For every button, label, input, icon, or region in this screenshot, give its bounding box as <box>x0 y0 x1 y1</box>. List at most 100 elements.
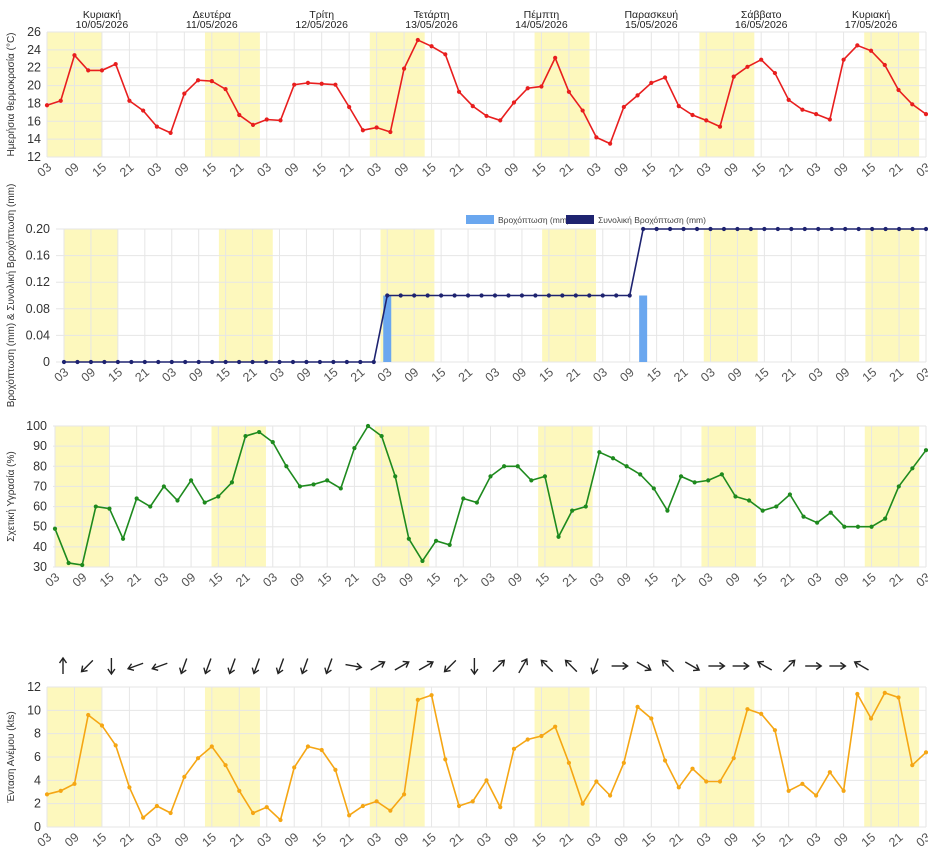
cumulative-precip-point <box>358 359 363 365</box>
x-tick-label: 15 <box>309 160 329 180</box>
wind-speed-point <box>86 712 91 718</box>
wind-speed-point <box>415 697 420 702</box>
y-tick-label: 0.12 <box>26 275 50 289</box>
y-tick-label: 0.04 <box>26 328 50 342</box>
cumulative-precip-point <box>412 293 417 298</box>
temperature-point <box>388 129 393 135</box>
x-tick-label: 21 <box>227 830 247 850</box>
cumulative-precip-point <box>196 359 201 365</box>
cumulative-precip-point <box>923 226 928 232</box>
cumulative-precip-point <box>775 226 780 232</box>
wind-speed-point <box>690 766 695 771</box>
y-tick-label: 30 <box>33 560 47 574</box>
wind-speed-point <box>223 763 228 768</box>
humidity-point <box>746 498 752 503</box>
cumulative-precip-point <box>546 293 551 298</box>
humidity-point <box>338 486 343 491</box>
wind-arrow-icon <box>518 658 529 674</box>
humidity-point <box>284 464 289 469</box>
humidity-point <box>175 498 180 503</box>
humidity-point <box>787 492 793 497</box>
humidity-point <box>406 536 411 541</box>
x-tick-label: 03 <box>144 830 164 850</box>
humidity-point <box>706 478 711 483</box>
wind-arrow-icon <box>732 661 750 671</box>
x-tick-label: 21 <box>563 365 583 385</box>
temperature-point <box>580 108 585 113</box>
wind-speed-point <box>360 803 365 809</box>
cumulative-precip-point <box>614 293 619 298</box>
temperature-point <box>99 68 105 73</box>
cumulative-precip-point <box>735 226 740 232</box>
x-tick-label: 15 <box>750 570 770 590</box>
y-tick-label: 0 <box>34 820 41 834</box>
wind-speed-point <box>113 743 118 748</box>
x-tick-label: 09 <box>392 160 412 180</box>
cumulative-precip-point <box>465 293 471 298</box>
temperature-point <box>333 82 338 87</box>
humidity-point <box>52 526 58 531</box>
temperature-point <box>44 103 50 108</box>
x-tick-label: 21 <box>778 570 798 590</box>
wind-speed-point <box>127 785 132 790</box>
wind-arrow-icon <box>370 660 386 671</box>
humidity-point <box>610 456 616 461</box>
day-name: Τετάρτη <box>414 9 450 21</box>
cumulative-precip-point <box>102 359 107 365</box>
y-tick-label: 0 <box>43 355 50 369</box>
humidity-point <box>365 423 371 429</box>
x-tick-label: 15 <box>90 160 110 180</box>
temperature-point <box>292 82 297 87</box>
temperature-point <box>608 141 613 146</box>
temperature-point <box>923 112 928 117</box>
wind-arrow-icon <box>324 658 333 675</box>
wind-speed-point <box>374 799 379 804</box>
wind-speed-point <box>896 695 901 700</box>
x-tick-label: 15 <box>859 570 879 590</box>
humidity-point <box>461 496 466 501</box>
cumulative-precip-point <box>236 359 242 365</box>
x-tick-label: 09 <box>502 830 522 850</box>
x-tick-label: 15 <box>749 160 769 180</box>
wind-speed-point <box>292 765 297 770</box>
legend-swatch-total <box>566 215 594 224</box>
x-tick-label: 21 <box>132 365 152 385</box>
humidity-point <box>379 433 384 439</box>
humidity-point <box>828 510 833 515</box>
cumulative-precip-point <box>533 293 538 298</box>
humidity-point <box>719 472 724 477</box>
x-tick-label: 15 <box>859 160 879 180</box>
cumulative-precip-point <box>506 293 511 298</box>
x-tick-label: 09 <box>70 570 90 590</box>
x-tick-label: 15 <box>321 365 341 385</box>
wind-arrow-icon <box>805 661 823 671</box>
wind-arrow-icon <box>756 660 773 671</box>
wind-speed-point <box>182 774 187 779</box>
humidity-point <box>216 494 221 499</box>
wind-arrow-icon <box>179 658 188 675</box>
y-tick-label: 20 <box>27 79 41 93</box>
y-tick-label: 24 <box>27 43 41 57</box>
wind-speed-point <box>347 813 352 818</box>
cumulative-precip-point <box>210 359 215 365</box>
y-axis-label: Βροχόπτωση (mm) & Συνολική Βροχόπτωση (m… <box>5 184 17 408</box>
x-tick-label: 03 <box>587 570 607 590</box>
x-tick-label: 09 <box>723 570 743 590</box>
wind-speed-point <box>923 750 928 755</box>
x-tick-label: 21 <box>560 570 580 590</box>
wind-speed-point <box>635 704 640 709</box>
x-tick-label: 21 <box>776 160 796 180</box>
precip-bar <box>383 295 392 362</box>
x-tick-label: 15 <box>860 365 880 385</box>
temperature-point <box>264 117 269 122</box>
x-tick-label: 21 <box>557 830 577 850</box>
humidity-point <box>188 478 194 483</box>
wind-speed-point <box>168 810 173 816</box>
day-name: Πέμπτη <box>524 9 560 21</box>
x-tick-label: 03 <box>369 570 389 590</box>
x-tick-label: 03 <box>478 570 498 590</box>
cumulative-precip-point <box>870 226 875 232</box>
temperature-point <box>841 57 846 62</box>
humidity-point <box>910 466 915 471</box>
wind-speed-point <box>484 778 489 783</box>
